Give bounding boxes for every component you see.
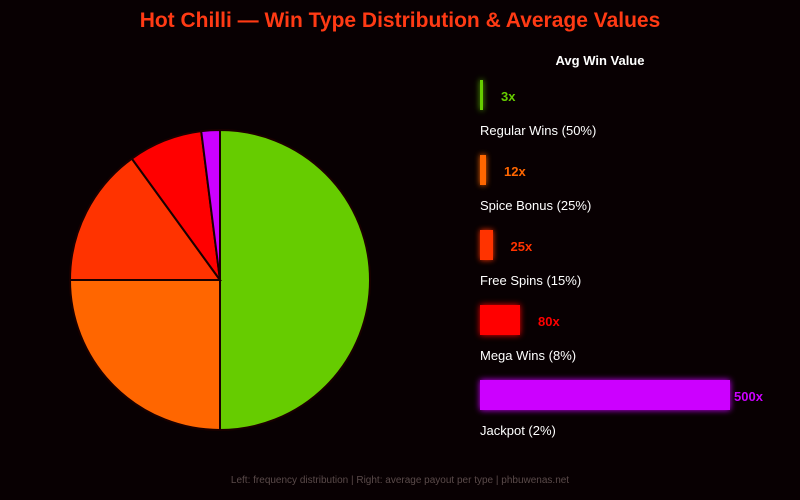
- bar-chart-title: Avg Win Value: [555, 53, 645, 68]
- bar-value-label: 80x: [538, 314, 560, 329]
- pie-slice-jackpot: [200, 128, 221, 281]
- bar-category-label: Free Spins (15%): [480, 273, 582, 288]
- pie-slice-regular-wins: [219, 128, 371, 432]
- bar-mega-wins: [480, 305, 520, 335]
- chart-title: Hot Chilli — Win Type Distribution & Ave…: [139, 9, 661, 32]
- bar-spice-bonus: [480, 155, 486, 185]
- bar-value-label: 25x: [510, 239, 533, 254]
- pie-slice-free-spins: [68, 157, 222, 281]
- bar-jackpot: [480, 380, 730, 410]
- footer-note: Left: frequency distribution | Right: av…: [230, 475, 570, 486]
- bar-free-spins: [480, 230, 493, 260]
- bar-regular-wins: [480, 80, 483, 110]
- bar-category-label: Spice Bonus (25%): [480, 198, 592, 213]
- bar-value-label: 500x: [734, 389, 763, 404]
- bar-value-label: 3x: [501, 89, 516, 104]
- bar-category-label: Mega Wins (8%): [480, 348, 577, 363]
- bar-category-label: Regular Wins (50%): [480, 123, 597, 138]
- pie-chart: [68, 128, 371, 432]
- pie-slice-spice-bonus: [68, 279, 221, 432]
- bar-value-label: 12x: [504, 164, 526, 179]
- bar-category-label: Jackpot (2%): [480, 423, 556, 438]
